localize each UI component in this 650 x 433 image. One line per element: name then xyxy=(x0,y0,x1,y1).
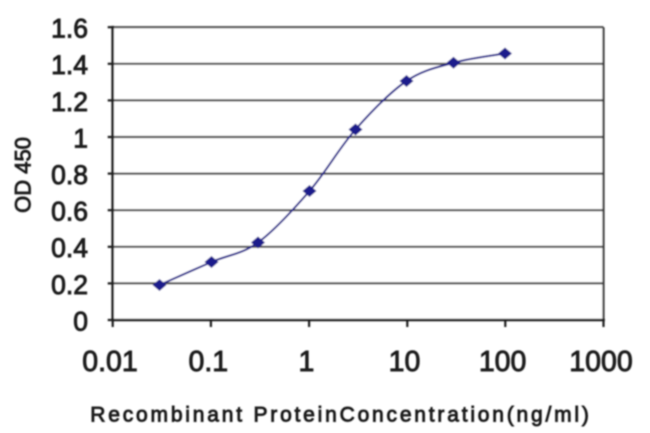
svg-text:1: 1 xyxy=(298,346,314,378)
svg-text:0.6: 0.6 xyxy=(51,197,88,227)
svg-text:1.4: 1.4 xyxy=(51,50,88,80)
svg-text:100: 100 xyxy=(479,346,527,378)
svg-text:Recombinant ProteinConcentrati: Recombinant ProteinConcentration(ng/ml) xyxy=(90,404,591,427)
svg-text:0.8: 0.8 xyxy=(51,160,88,190)
svg-text:0.4: 0.4 xyxy=(51,233,88,263)
svg-text:10: 10 xyxy=(389,346,421,378)
svg-text:0.01: 0.01 xyxy=(82,346,137,378)
svg-text:OD 450: OD 450 xyxy=(11,137,36,213)
svg-text:1.2: 1.2 xyxy=(51,87,88,117)
svg-text:1: 1 xyxy=(73,123,88,153)
svg-text:1.6: 1.6 xyxy=(51,14,88,44)
svg-text:0.1: 0.1 xyxy=(188,346,228,378)
svg-text:1000: 1000 xyxy=(569,346,632,378)
svg-text:0.2: 0.2 xyxy=(51,270,88,300)
svg-text:0: 0 xyxy=(73,306,88,336)
